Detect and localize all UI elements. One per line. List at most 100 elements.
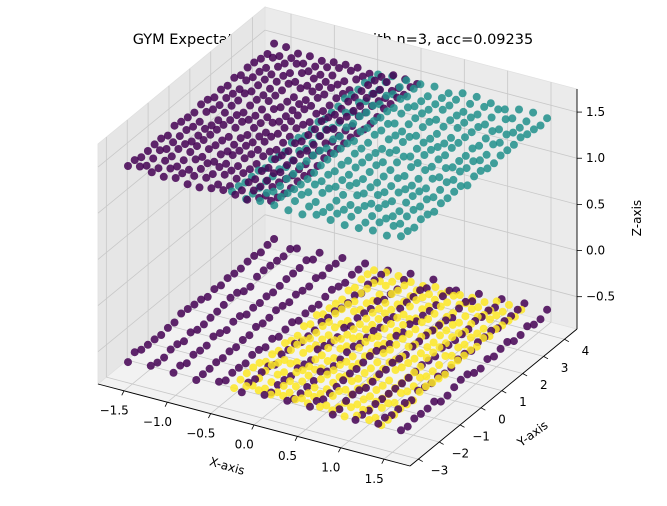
data-point: [202, 173, 211, 182]
data-point: [396, 389, 405, 397]
data-point: [196, 346, 205, 355]
data-point: [271, 155, 280, 164]
data-point: [441, 352, 450, 360]
data-point: [444, 89, 453, 98]
data-point: [388, 358, 397, 367]
data-point: [355, 386, 364, 395]
data-point: [279, 138, 288, 147]
data-point: [289, 269, 298, 278]
data-point: [323, 357, 332, 365]
data-point: [173, 162, 182, 171]
data-point: [218, 136, 227, 145]
data-point: [234, 363, 243, 372]
data-point: [416, 80, 425, 89]
data-point: [356, 127, 365, 136]
data-point: [225, 347, 234, 356]
data-point: [282, 174, 291, 183]
data-point: [438, 105, 447, 114]
z-tick-label: 0.5: [586, 197, 605, 211]
data-point: [416, 286, 425, 295]
data-point: [427, 162, 436, 171]
data-point: [309, 377, 318, 385]
data-point: [352, 179, 361, 188]
data-point: [423, 92, 432, 101]
data-point: [407, 163, 416, 172]
data-point: [309, 140, 318, 149]
data-point: [212, 358, 221, 367]
data-point: [340, 412, 349, 421]
data-point: [433, 143, 442, 151]
data-point: [292, 368, 301, 377]
data-point: [380, 324, 389, 333]
data-point: [461, 297, 470, 306]
data-point: [303, 175, 312, 184]
data-point: [189, 350, 198, 359]
y-tick-label: 0: [498, 412, 506, 426]
data-point: [340, 77, 349, 86]
data-point: [399, 328, 407, 337]
data-point: [293, 340, 302, 349]
data-point: [389, 221, 398, 230]
data-point: [317, 351, 326, 360]
data-point: [336, 334, 345, 343]
data-point: [244, 115, 253, 124]
data-point: [389, 104, 398, 112]
data-point: [355, 332, 364, 341]
data-point: [352, 365, 361, 373]
data-point: [374, 332, 383, 341]
data-point: [217, 85, 225, 94]
data-point: [205, 364, 214, 373]
data-point: [124, 358, 132, 367]
data-point: [210, 157, 219, 166]
data-point: [350, 137, 358, 145]
data-point: [305, 362, 314, 371]
data-point: [427, 145, 435, 154]
data-point: [399, 310, 408, 319]
data-point: [324, 113, 333, 122]
data-point: [466, 99, 475, 108]
data-point: [411, 114, 420, 123]
data-point: [170, 318, 179, 327]
data-point: [363, 284, 372, 293]
data-point: [254, 345, 263, 354]
data-point: [224, 132, 233, 141]
data-point: [436, 302, 445, 311]
data-point: [294, 316, 303, 325]
data-point: [460, 118, 469, 127]
data-point: [186, 328, 195, 337]
data-point: [476, 166, 485, 175]
data-point: [280, 123, 289, 132]
data-point: [297, 394, 306, 403]
data-point: [283, 189, 292, 198]
data-point: [395, 207, 404, 216]
data-point: [297, 69, 306, 78]
data-point: [353, 400, 362, 409]
data-point: [370, 266, 378, 275]
data-point: [369, 89, 378, 98]
data-point: [267, 378, 276, 387]
data-point: [283, 97, 292, 106]
data-point: [428, 367, 437, 376]
y-axis-line: [409, 328, 578, 467]
data-point: [328, 391, 337, 400]
data-point: [304, 371, 313, 380]
x-tick-mark: [294, 436, 298, 442]
y-tick-mark: [501, 390, 507, 394]
data-point: [303, 146, 311, 155]
data-point: [219, 186, 228, 195]
data-point: [293, 331, 302, 340]
data-point: [379, 349, 388, 358]
data-point: [286, 69, 294, 78]
data-point: [469, 157, 478, 166]
data-point: [350, 149, 359, 158]
data-point: [206, 313, 215, 322]
data-point: [335, 387, 344, 395]
data-point: [393, 313, 402, 322]
data-point: [329, 135, 338, 144]
data-point: [279, 252, 288, 261]
data-point: [403, 227, 412, 236]
data-point: [405, 320, 414, 329]
z-gridline-left: [97, 29, 266, 168]
